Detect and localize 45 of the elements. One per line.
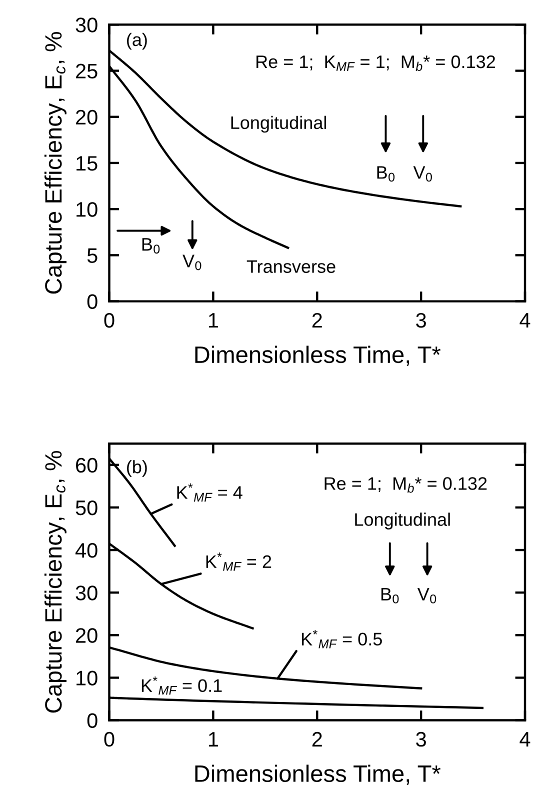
x-tick-label: 4 <box>520 732 530 746</box>
y-tick-label: 5 <box>87 248 98 263</box>
annotation: (b) <box>127 460 147 477</box>
y-tick-label: 15 <box>76 156 98 171</box>
x-axis-title: Dimensionless Time, T* <box>195 764 441 785</box>
annotation: V$_{0}$ <box>417 588 436 604</box>
y-tick-label: 0 <box>87 294 98 310</box>
series-label: K$^{*}$$_{MF}$ = 2 <box>206 552 272 571</box>
series-label: K$^{*}$$_{MF}$ = 4 <box>177 483 242 502</box>
y-tick-label: 0 <box>87 713 98 728</box>
y-tick-label: 25 <box>76 64 98 79</box>
y-tick-label: 30 <box>76 18 98 32</box>
annotation: V$_{0}$ <box>413 166 432 182</box>
x-tick-label: 4 <box>520 313 530 328</box>
y-tick-label: 10 <box>76 202 98 217</box>
series-label: Longitudinal <box>231 116 326 133</box>
x-tick-label: 3 <box>416 312 426 328</box>
series-label: Transverse <box>246 260 336 273</box>
annotation: B$_{0}$ <box>377 166 395 182</box>
y-axis-title: Capture Efficiency, E$_{c}$, % <box>44 32 66 294</box>
annotation: V$_{0}$ <box>182 254 202 270</box>
series-label: K$^{*}$$_{MF}$ = 0.1 <box>142 676 222 695</box>
x-tick-label: 0 <box>104 732 114 747</box>
x-tick-label: 2 <box>312 732 322 746</box>
annotation: B$_{0}$ <box>381 588 399 604</box>
annotation: Re = 1; K$_{MF}$ = 1; M$_{b}$* = 0.132 <box>256 55 495 71</box>
y-tick-label: 20 <box>76 110 98 125</box>
x-tick-label: 1 <box>208 313 218 328</box>
y-tick-label: 10 <box>76 670 98 686</box>
annotation: Longitudinal <box>355 512 450 530</box>
x-tick-label: 3 <box>416 732 426 747</box>
y-tick-label: 30 <box>76 586 98 600</box>
annotation: (a) <box>127 32 147 50</box>
series-label: K$^{*}$$_{MF}$ = 0.5 <box>302 630 382 648</box>
y-axis-title: Capture Efficiency, E$_{c}$, % <box>44 450 66 713</box>
x-axis-title: Dimensionless Time, T* <box>195 346 441 366</box>
y-tick-label: 20 <box>76 628 98 643</box>
annotation: B$_{0}$ <box>142 238 160 254</box>
x-tick-label: 1 <box>208 732 218 746</box>
x-tick-label: 0 <box>104 312 114 328</box>
y-tick-label: 40 <box>75 543 98 558</box>
annotation: Re = 1; M$_{b}$* = 0.132 <box>324 477 487 493</box>
y-tick-label: 50 <box>76 500 98 516</box>
y-tick-label: 60 <box>76 458 98 473</box>
x-tick-label: 2 <box>312 312 322 328</box>
